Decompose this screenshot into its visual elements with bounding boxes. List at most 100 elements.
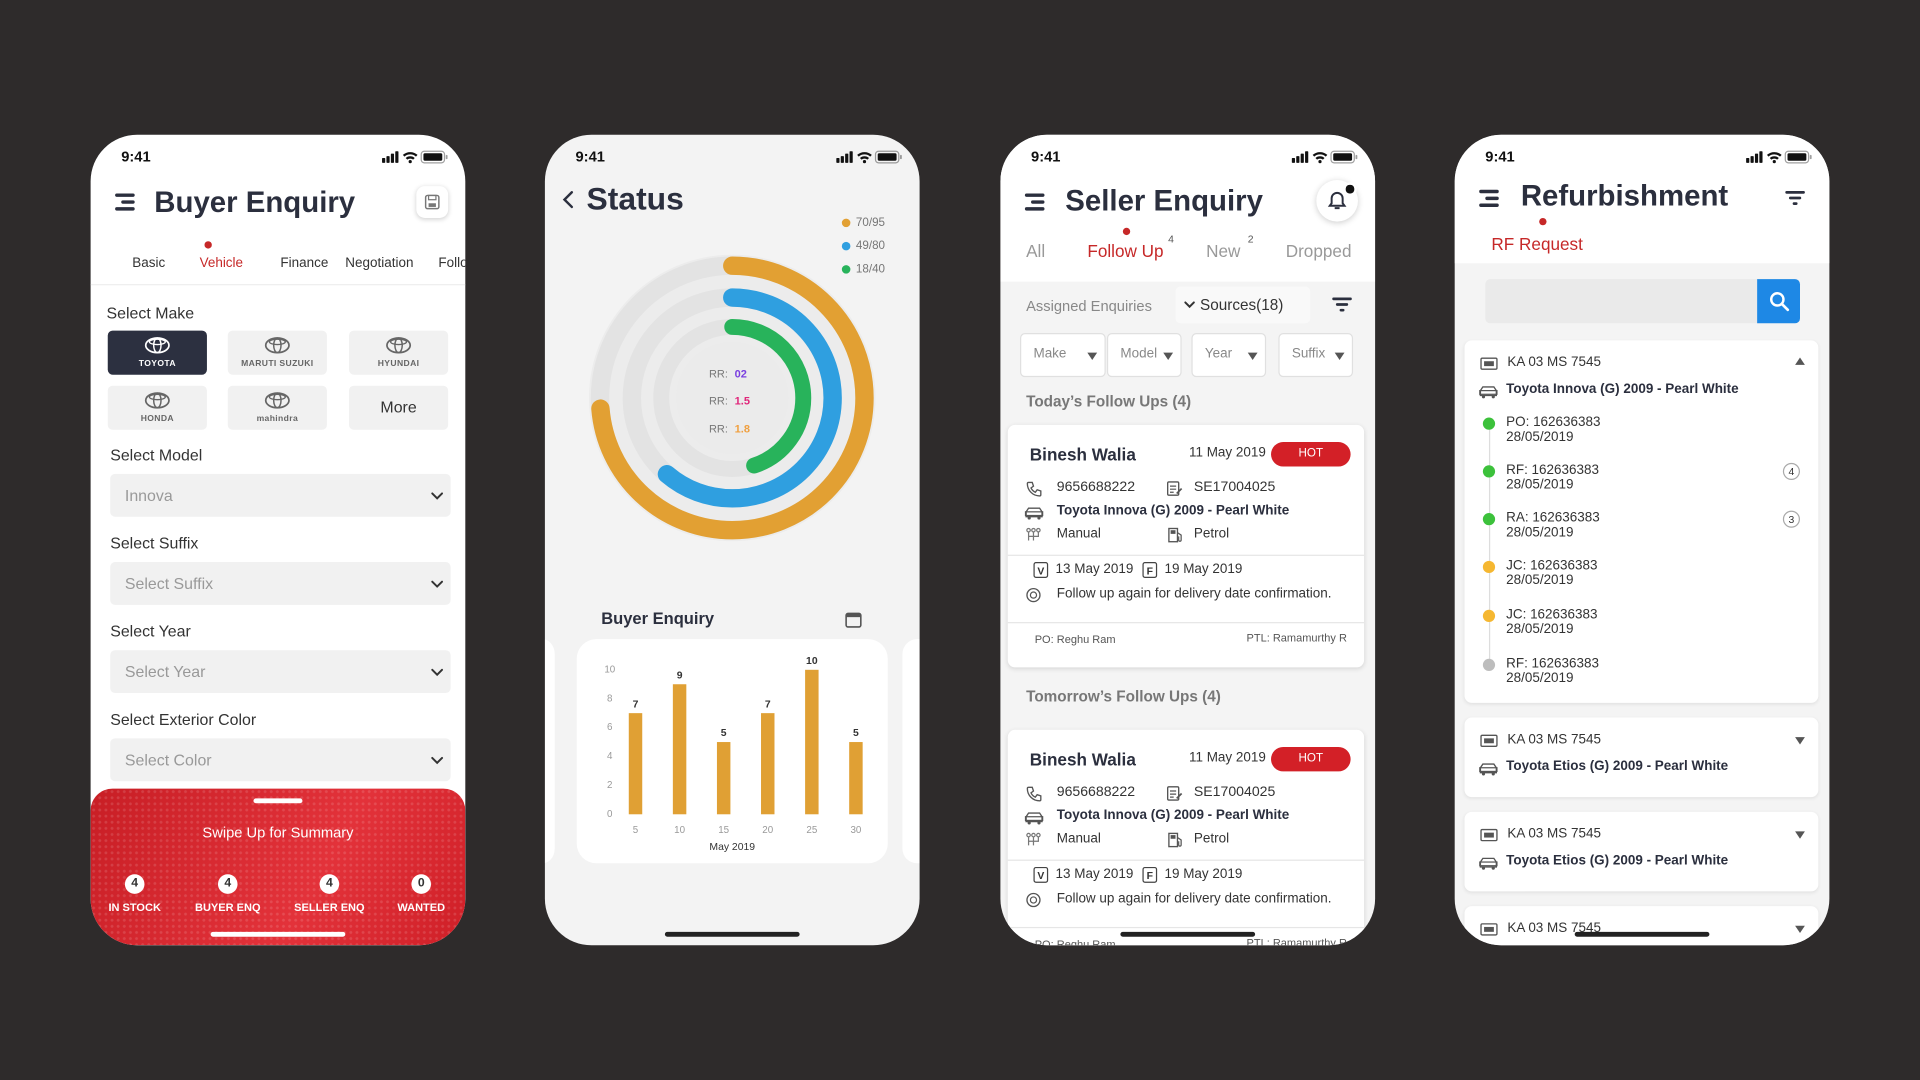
id-icon-part [1167,786,1180,801]
plate-icon [1480,734,1498,748]
follow-up-card[interactable]: Binesh Walia 11 May 2019 HOT 9656688222 SE17… [1007,424,1365,668]
make-tile[interactable]: More [348,385,449,430]
tab[interactable]: Negotiation [345,256,414,272]
dropdown[interactable]: Innova [110,473,451,517]
drag-handle [253,798,303,804]
phone-icon-part [1026,786,1042,802]
dropdown[interactable]: Select Color [110,738,451,782]
save-button[interactable] [416,186,449,218]
make-tile[interactable]: mahindra [227,385,327,430]
note-icon-part [1029,591,1038,599]
status-icons-part [1809,154,1812,160]
count-badge: 0 [411,874,432,894]
plate-icon-part [1480,923,1498,936]
gear-icon-part [1026,527,1041,541]
make-tile[interactable]: TOYOTA [107,330,207,375]
x-tick-label: 15 [718,825,729,836]
summary-panel[interactable]: Swipe Up for Summary 4 IN STOCK 4 BUYER ENQ 4… [90,788,466,946]
tab[interactable]: New [1206,240,1241,261]
make-logo-part [264,392,290,409]
expand-caret-part [1795,737,1805,745]
vehicle-card[interactable]: KA 03 MS 7545 Toyota Etios (G) 2009 - Pea… [1464,717,1819,798]
follow-up-card[interactable]: Binesh Walia 11 May 2019 HOT 9656688222 SE17… [1007,729,1365,946]
filter-caret [1334,352,1345,360]
menu-icon [1479,189,1499,207]
make-logo-part [272,337,282,354]
dropdown[interactable]: Select Suffix [110,562,451,605]
rr-value: 02 [735,369,747,381]
tab[interactable]: RF Request [1491,233,1583,253]
tab[interactable]: Vehicle [199,256,244,272]
filter-caret-part [1247,352,1258,360]
y-tick-label: 10 [604,664,615,675]
phone-icon-part [1026,481,1042,497]
status-icons [382,150,448,164]
x-tick-label: 10 [674,825,685,836]
dropdown-chevron-part [431,668,444,677]
plate-icon [1480,828,1498,842]
filter-dropdown[interactable]: Year [1191,333,1267,378]
make-logo-part [144,392,170,409]
dropdown-chevron-part [431,756,444,765]
filter-dropdown[interactable]: Suffix [1278,333,1354,378]
plate-icon [1480,923,1498,936]
page-title: Seller Enquiry [1065,184,1263,218]
timeline-badge-value: 3 [1788,512,1795,526]
notification-button[interactable] [1316,180,1358,222]
save-icon-part [428,203,436,207]
page-title: Buyer Enquiry [154,185,356,219]
status-icons-part [1746,157,1750,163]
tab[interactable]: Follow Up [1087,240,1164,261]
po-name: PO: Reghu Ram [1034,632,1116,645]
make-tile[interactable]: HYUNDAI [348,330,449,375]
expand-caret-part [1795,925,1805,934]
fuel-icon-part [1177,532,1182,542]
expand-caret [1795,357,1805,365]
vehicle-card[interactable]: KA 03 MS 7545 Toyota Innova (G) 2009 - Pe… [1464,340,1819,703]
filter-dropdown[interactable]: Make [1020,333,1106,378]
status-icons-part [1312,152,1328,157]
tab[interactable]: Dropped [1285,240,1352,261]
car-icon-part [1027,821,1031,825]
dropdown-chevron-part [431,668,444,677]
expand-caret-part [1795,831,1805,839]
visit-box: V [1033,866,1049,883]
timeline-badge-value: 4 [1788,465,1795,478]
id-icon-part [1167,481,1183,496]
dropdown[interactable]: Select Year [110,650,451,694]
status-icons-part [836,150,902,164]
vehicle-card[interactable]: KA 03 MS 7545 Toyota Etios (G) 2009 - Pea… [1464,811,1819,892]
make-name: MARUTI SUZUKI [241,360,314,369]
filter-icon-part [1332,297,1352,312]
tab[interactable]: Follo [438,256,466,272]
search-button[interactable] [1757,279,1800,324]
tab[interactable]: Finance [280,256,329,272]
x-tick-label: 5 [633,825,639,836]
follow-letter: F [1146,869,1153,882]
sources-label: Sources(18) [1200,295,1284,313]
dropdown-chevron [431,580,444,589]
ptl-name: PTL: Ramamurthy R [1246,631,1347,644]
status-icons-part [382,150,448,164]
gear-icon-part [1026,527,1041,541]
make-tile[interactable]: HONDA [107,385,207,430]
vehicle-card[interactable]: KA 03 MS 7545 [1464,906,1819,946]
filter-caret-part [1334,352,1345,360]
filter-icon-part [1339,308,1345,312]
status-icons-part [420,150,446,164]
bar [805,669,819,815]
plate-icon-part [1484,926,1494,932]
card-divider [1007,622,1365,624]
timeline-date: 28/05/2019 [1506,525,1574,541]
filter-dropdown[interactable]: Model [1106,333,1182,378]
search-input[interactable] [1485,279,1758,324]
tab-badge: 2 [1247,232,1254,245]
status-icons-part [900,154,902,160]
make-tile[interactable]: MARUTI SUZUKI [227,330,327,375]
plate-icon-part [1480,828,1498,842]
sources-dropdown[interactable]: Sources(18) [1175,286,1311,324]
menu-icon-part [115,193,135,197]
tab[interactable]: All [1026,240,1046,261]
tab[interactable]: Basic [132,256,166,272]
